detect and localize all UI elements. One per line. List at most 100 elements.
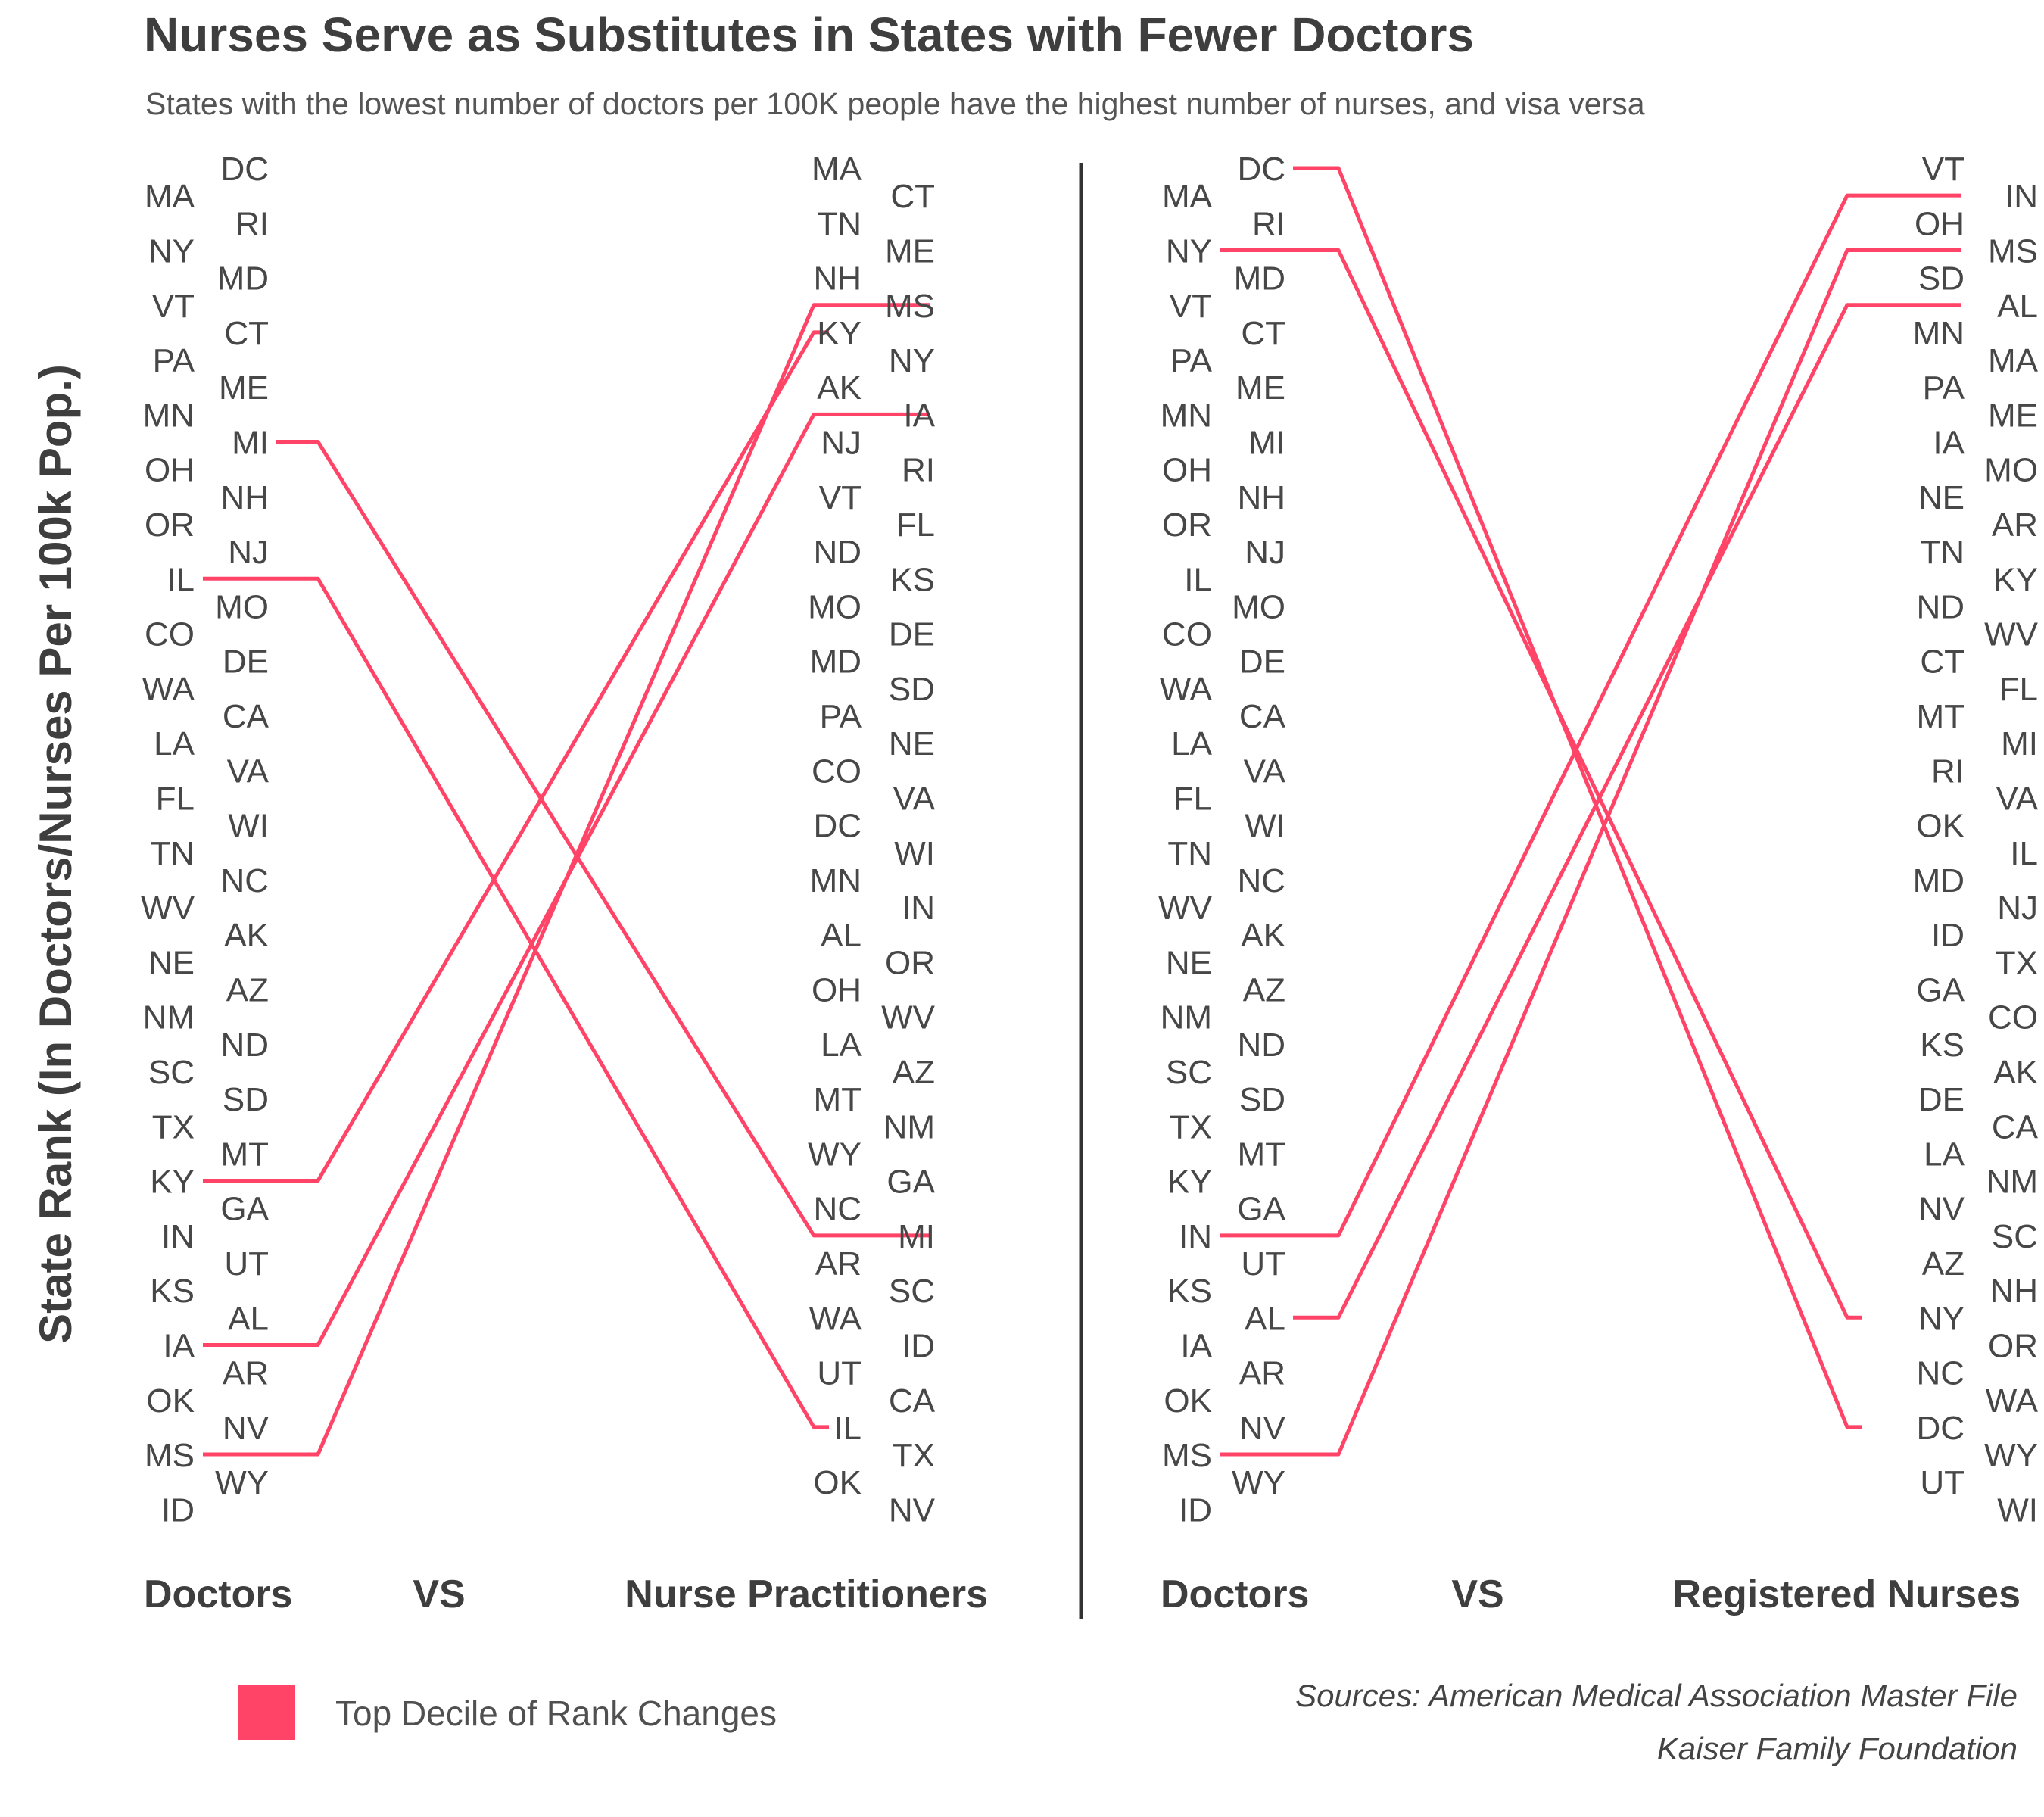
- right-state-label: KY: [817, 315, 862, 352]
- left-state-label: MT: [1237, 1136, 1285, 1173]
- right-state-label: RI: [902, 452, 935, 489]
- panel-vs-label: VS: [1451, 1572, 1503, 1616]
- right-state-label: CA: [889, 1382, 936, 1420]
- left-state-label: OH: [145, 452, 195, 489]
- right-state-label: ME: [1988, 397, 2038, 434]
- slope-line-dc: [1293, 166, 1862, 1429]
- left-state-label: RI: [235, 205, 269, 242]
- left-state-labels-rn: DC MA RI NY MD VT CT PA ME MN MI OH NH OR NJ IL MO CO DE WA…: [1158, 151, 1286, 1529]
- right-state-label: UT: [1920, 1464, 1965, 1501]
- right-state-label: DE: [889, 616, 935, 653]
- right-state-label: AZ: [893, 1054, 935, 1091]
- legend: Top Decile of Rank Changes: [238, 1685, 777, 1740]
- right-state-label: CA: [1992, 1108, 2039, 1145]
- right-state-label: AK: [1993, 1054, 2038, 1091]
- slope-line-ms: [1220, 248, 1961, 1457]
- left-state-label: CA: [1239, 698, 1286, 735]
- left-state-label: NY: [1166, 232, 1212, 270]
- right-state-label: SD: [889, 671, 935, 708]
- right-state-label: AL: [1997, 288, 2038, 325]
- right-state-label: GA: [886, 1164, 935, 1201]
- left-state-label: RI: [1252, 205, 1285, 242]
- left-state-label: OR: [1162, 506, 1212, 544]
- left-state-label: NV: [223, 1410, 270, 1447]
- left-state-label: AK: [1241, 917, 1285, 954]
- chart-title: Nurses Serve as Substitutes in States wi…: [144, 8, 1474, 62]
- left-state-label: OH: [1162, 452, 1212, 489]
- right-state-label: NJ: [1997, 890, 2038, 927]
- left-state-label: MT: [220, 1136, 269, 1173]
- left-state-label: TX: [1170, 1108, 1212, 1145]
- left-state-label: SC: [148, 1054, 195, 1091]
- right-state-label: MT: [1916, 698, 1965, 735]
- right-state-label: CT: [890, 178, 935, 215]
- left-state-label: TN: [1167, 835, 1212, 872]
- left-state-label: NC: [1237, 862, 1285, 899]
- right-state-label: IN: [2005, 178, 2038, 215]
- right-state-label: IL: [833, 1410, 862, 1447]
- right-state-label: AZ: [1922, 1245, 1965, 1282]
- right-state-label: IL: [2010, 835, 2038, 872]
- right-state-label: MO: [808, 588, 862, 625]
- left-state-label: SD: [223, 1081, 269, 1118]
- panel-left-label: Doctors: [144, 1572, 292, 1616]
- left-state-label: CO: [1162, 616, 1212, 653]
- right-state-label: TX: [893, 1437, 935, 1474]
- left-state-label: WY: [1232, 1464, 1285, 1501]
- left-state-label: MA: [1162, 178, 1213, 215]
- left-state-label: OK: [1164, 1382, 1212, 1420]
- right-state-label: ND: [1916, 588, 1965, 625]
- left-state-label: VA: [1244, 753, 1286, 790]
- right-state-label: NC: [1916, 1355, 1965, 1392]
- slope-lines-np: [203, 303, 930, 1457]
- right-state-label: OK: [813, 1464, 862, 1501]
- left-state-label: UT: [1241, 1245, 1285, 1282]
- left-state-label: NC: [220, 862, 269, 899]
- slope-line-ms: [203, 303, 930, 1457]
- left-state-label: CT: [224, 315, 269, 352]
- right-state-label: MA: [1988, 342, 2039, 379]
- right-state-label: NY: [1918, 1300, 1965, 1337]
- right-state-label: CO: [812, 753, 862, 790]
- left-state-label: MN: [1161, 397, 1212, 434]
- right-state-label: CO: [1988, 999, 2038, 1036]
- left-state-label: FL: [156, 780, 195, 817]
- left-state-label: IA: [1180, 1327, 1212, 1364]
- panel-doctors-vs-nurse-practitioners: DC MA RI NY MD VT CT PA ME MN MI OH NH OR NJ IL MO CO DE WA…: [141, 151, 988, 1616]
- source-line-1: Sources: American Medical Association Ma…: [1295, 1678, 2018, 1713]
- right-state-label: TN: [1920, 534, 1965, 571]
- right-state-label: KY: [1993, 561, 2038, 598]
- left-state-label: CA: [223, 698, 270, 735]
- right-state-label: DE: [1918, 1081, 1965, 1118]
- left-state-label: AR: [223, 1355, 269, 1392]
- right-state-label: ME: [885, 232, 935, 270]
- right-state-label: PA: [820, 698, 862, 735]
- right-state-label: NE: [1918, 479, 1965, 516]
- left-state-label: IN: [1179, 1218, 1212, 1255]
- right-state-label: ID: [1931, 917, 1965, 954]
- left-state-label: IL: [167, 561, 195, 598]
- left-state-label: AZ: [1243, 972, 1285, 1009]
- right-state-label: ID: [902, 1327, 935, 1364]
- left-state-label: MO: [1232, 588, 1285, 625]
- left-state-label: ID: [161, 1491, 195, 1529]
- left-state-label: TX: [152, 1108, 195, 1145]
- right-state-label: WY: [1984, 1437, 2038, 1474]
- right-state-label: LA: [821, 1027, 862, 1064]
- left-state-label: AR: [1239, 1355, 1285, 1392]
- left-state-label: NM: [143, 999, 195, 1036]
- panel-right-label: Registered Nurses: [1672, 1572, 2021, 1616]
- right-state-label: CT: [1920, 644, 1965, 681]
- left-state-label: WV: [1158, 890, 1213, 927]
- left-state-label: IA: [163, 1327, 195, 1364]
- left-state-label: WI: [228, 808, 269, 845]
- right-state-label: VA: [893, 780, 936, 817]
- right-state-label: SC: [889, 1273, 935, 1310]
- left-state-label: WA: [142, 671, 195, 708]
- right-state-label: NY: [889, 342, 935, 379]
- right-state-label: KS: [890, 561, 935, 598]
- left-state-label: IL: [1184, 561, 1212, 598]
- right-state-label: RI: [1931, 753, 1965, 790]
- left-state-label: NJ: [1245, 534, 1285, 571]
- left-state-label: UT: [224, 1245, 269, 1282]
